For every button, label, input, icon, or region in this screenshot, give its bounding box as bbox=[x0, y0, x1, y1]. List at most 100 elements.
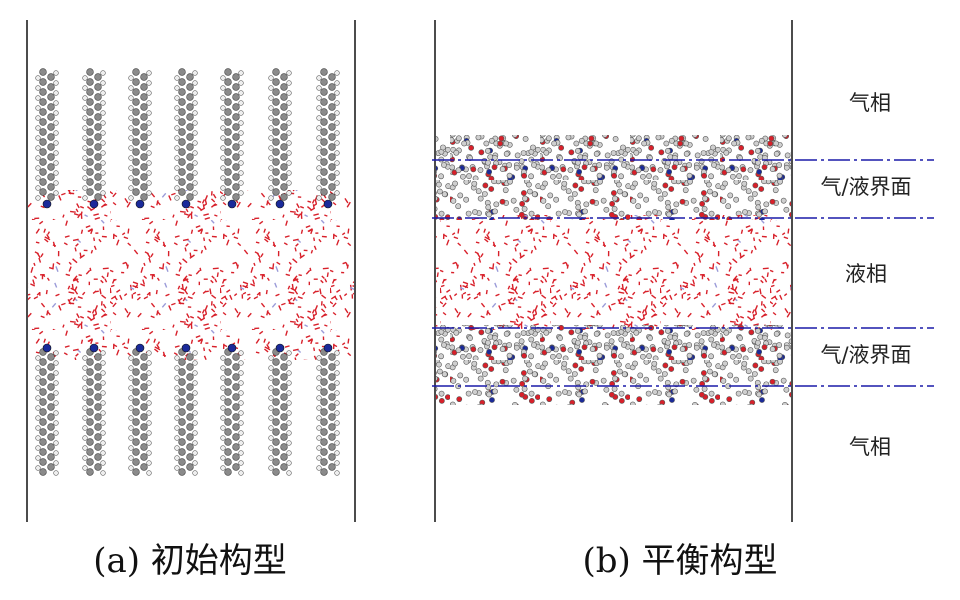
atom bbox=[47, 73, 55, 81]
atom bbox=[128, 425, 134, 431]
atom bbox=[220, 125, 226, 131]
atom bbox=[238, 190, 244, 196]
atom bbox=[286, 170, 292, 176]
atom bbox=[286, 440, 292, 446]
atom bbox=[100, 350, 106, 356]
atom bbox=[140, 423, 148, 431]
atom bbox=[268, 415, 274, 421]
atom bbox=[286, 400, 292, 406]
atom bbox=[35, 95, 41, 101]
atom bbox=[268, 115, 274, 121]
atom bbox=[286, 390, 292, 396]
atom bbox=[146, 180, 152, 186]
atom bbox=[132, 148, 140, 156]
atom bbox=[53, 380, 59, 386]
atom bbox=[224, 388, 232, 396]
atom bbox=[146, 420, 152, 426]
atom bbox=[53, 160, 59, 166]
atom bbox=[186, 353, 194, 361]
atom bbox=[334, 460, 340, 466]
atom bbox=[100, 70, 106, 76]
atom bbox=[94, 413, 102, 421]
atom bbox=[94, 93, 102, 101]
atom bbox=[192, 80, 198, 86]
atom bbox=[268, 395, 274, 401]
atom bbox=[186, 113, 194, 121]
atom bbox=[132, 158, 140, 166]
atom bbox=[86, 68, 94, 76]
atom bbox=[132, 108, 140, 116]
atom bbox=[220, 75, 226, 81]
atom bbox=[316, 445, 322, 451]
atom bbox=[232, 443, 240, 451]
atom bbox=[35, 395, 41, 401]
atom bbox=[192, 150, 198, 156]
atom bbox=[174, 465, 180, 471]
atom bbox=[186, 173, 194, 181]
atom bbox=[224, 148, 232, 156]
atom bbox=[280, 363, 288, 371]
atom bbox=[128, 375, 134, 381]
atom bbox=[192, 470, 198, 476]
atom bbox=[174, 145, 180, 151]
atom bbox=[178, 88, 186, 96]
atom bbox=[224, 158, 232, 166]
atom bbox=[334, 430, 340, 436]
atom bbox=[140, 103, 148, 111]
atom bbox=[328, 413, 336, 421]
atom bbox=[320, 78, 328, 86]
atom bbox=[320, 178, 328, 186]
atom bbox=[316, 125, 322, 131]
atom bbox=[86, 188, 94, 196]
atom bbox=[224, 408, 232, 416]
atom bbox=[53, 70, 59, 76]
atom bbox=[86, 408, 94, 416]
atom bbox=[232, 173, 240, 181]
atom bbox=[100, 410, 106, 416]
atom bbox=[100, 180, 106, 186]
atom bbox=[178, 438, 186, 446]
atom bbox=[146, 430, 152, 436]
atom bbox=[39, 408, 47, 416]
atom bbox=[238, 130, 244, 136]
atom bbox=[140, 153, 148, 161]
atom bbox=[320, 118, 328, 126]
atom bbox=[132, 188, 140, 196]
atom bbox=[220, 145, 226, 151]
atom bbox=[140, 143, 148, 151]
atom bbox=[94, 463, 102, 471]
atom bbox=[35, 445, 41, 451]
atom bbox=[272, 88, 280, 96]
atom bbox=[82, 145, 88, 151]
atom bbox=[128, 105, 134, 111]
atom bbox=[220, 355, 226, 361]
atom bbox=[328, 143, 336, 151]
atom bbox=[224, 138, 232, 146]
atom bbox=[178, 358, 186, 366]
atom bbox=[94, 173, 102, 181]
atom bbox=[82, 465, 88, 471]
atom bbox=[53, 410, 59, 416]
atom bbox=[320, 148, 328, 156]
atom bbox=[47, 433, 55, 441]
atom bbox=[316, 355, 322, 361]
atom bbox=[132, 368, 140, 376]
atom bbox=[86, 168, 94, 176]
atom bbox=[53, 400, 59, 406]
atom bbox=[272, 188, 280, 196]
atom bbox=[94, 363, 102, 371]
head-group bbox=[89, 343, 99, 353]
atom bbox=[132, 438, 140, 446]
atom bbox=[39, 68, 47, 76]
atom bbox=[146, 120, 152, 126]
atom bbox=[320, 438, 328, 446]
atom bbox=[286, 90, 292, 96]
atom bbox=[94, 423, 102, 431]
atom bbox=[186, 443, 194, 451]
atom bbox=[232, 103, 240, 111]
atom bbox=[280, 163, 288, 171]
atom bbox=[186, 163, 194, 171]
atom bbox=[94, 393, 102, 401]
atom bbox=[174, 375, 180, 381]
atom bbox=[100, 140, 106, 146]
